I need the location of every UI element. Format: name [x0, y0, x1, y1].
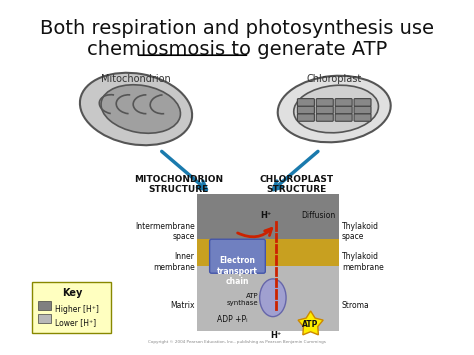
Ellipse shape: [80, 73, 192, 145]
Text: CHLOROPLAST
STRUCTURE: CHLOROPLAST STRUCTURE: [259, 175, 334, 195]
Text: Thylakoid
space: Thylakoid space: [342, 222, 379, 241]
Text: H⁺: H⁺: [270, 331, 282, 340]
Text: ADP +Pᵢ: ADP +Pᵢ: [217, 315, 247, 324]
Ellipse shape: [101, 85, 181, 133]
Bar: [38, 301, 51, 310]
Text: Diffusion: Diffusion: [301, 211, 336, 220]
Text: Intermembrane
space: Intermembrane space: [135, 222, 194, 241]
Text: Lower [H⁺]: Lower [H⁺]: [55, 318, 96, 328]
FancyBboxPatch shape: [197, 239, 339, 252]
FancyBboxPatch shape: [335, 99, 352, 106]
Text: Matrix: Matrix: [170, 301, 194, 310]
FancyBboxPatch shape: [297, 106, 314, 114]
FancyBboxPatch shape: [335, 114, 352, 121]
FancyBboxPatch shape: [32, 282, 111, 333]
Ellipse shape: [278, 76, 391, 142]
FancyBboxPatch shape: [210, 239, 265, 273]
Text: Thylakoid
membrane: Thylakoid membrane: [342, 252, 383, 272]
FancyBboxPatch shape: [297, 99, 314, 106]
Ellipse shape: [260, 279, 286, 317]
FancyBboxPatch shape: [197, 246, 339, 331]
FancyBboxPatch shape: [316, 114, 333, 121]
Text: Key: Key: [62, 288, 82, 298]
FancyBboxPatch shape: [316, 106, 333, 114]
Text: ATP: ATP: [302, 320, 319, 329]
Text: Copyright © 2004 Pearson Education, Inc., publishing as Pearson Benjamin Cumming: Copyright © 2004 Pearson Education, Inc.…: [148, 340, 326, 344]
Text: Stroma: Stroma: [342, 301, 370, 310]
Text: H⁺: H⁺: [261, 211, 272, 220]
FancyBboxPatch shape: [316, 99, 333, 106]
Text: chemiosmosis to generate ATP: chemiosmosis to generate ATP: [87, 40, 387, 59]
Polygon shape: [298, 311, 323, 335]
Text: Inner
membrane: Inner membrane: [153, 252, 194, 272]
FancyBboxPatch shape: [354, 99, 371, 106]
Text: Both respiration and photosynthesis use: Both respiration and photosynthesis use: [40, 19, 434, 38]
Text: Electron
transport
chain: Electron transport chain: [217, 256, 257, 286]
Text: Mitochondrion: Mitochondrion: [101, 74, 171, 84]
Bar: [38, 314, 51, 323]
FancyBboxPatch shape: [335, 106, 352, 114]
Ellipse shape: [294, 85, 378, 133]
Text: ATP
synthase: ATP synthase: [227, 293, 259, 306]
Text: Chloroplast: Chloroplast: [307, 74, 362, 84]
Text: MITOCHONDRION
STRUCTURE: MITOCHONDRION STRUCTURE: [134, 175, 223, 195]
FancyBboxPatch shape: [197, 194, 339, 246]
FancyBboxPatch shape: [197, 252, 339, 266]
FancyArrowPatch shape: [237, 228, 272, 237]
FancyBboxPatch shape: [354, 114, 371, 121]
FancyBboxPatch shape: [297, 114, 314, 121]
FancyBboxPatch shape: [354, 106, 371, 114]
Text: Higher [H⁺]: Higher [H⁺]: [55, 305, 99, 314]
